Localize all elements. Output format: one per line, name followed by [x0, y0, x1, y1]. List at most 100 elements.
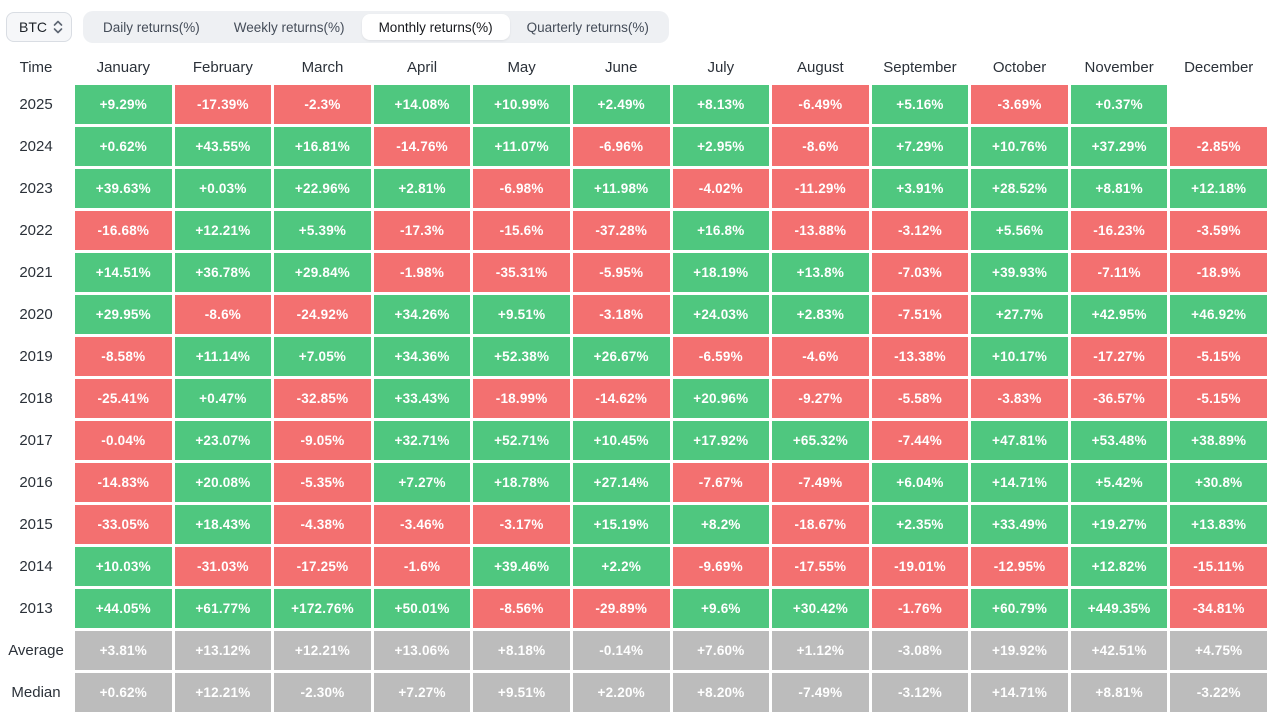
column-header: July [707, 58, 735, 76]
return-cell: +50.01% [373, 589, 471, 628]
return-cell: +2.81% [373, 169, 471, 208]
return-cell: -6.49% [772, 85, 869, 124]
return-cell: -16.23% [1070, 211, 1168, 250]
return-cell: +9.29% [75, 85, 172, 124]
return-cell: +34.26% [373, 295, 471, 334]
return-cell: +22.96% [274, 169, 371, 208]
return-cell: -5.95% [572, 253, 670, 292]
return-cell: -6.98% [473, 169, 570, 208]
return-cell: +6.04% [871, 463, 969, 502]
return-cell: -7.11% [1070, 253, 1168, 292]
return-cell: -17.3% [373, 211, 471, 250]
tab-monthly[interactable]: Monthly returns(%) [361, 14, 510, 40]
column-header: January [96, 58, 150, 76]
return-cell: +29.95% [75, 295, 172, 334]
return-cell: +24.03% [672, 295, 770, 334]
return-cell: +30.8% [1170, 463, 1267, 502]
return-cell: +18.43% [174, 505, 272, 544]
return-cell: +13.12% [174, 631, 272, 670]
return-cell: +20.96% [672, 379, 770, 418]
return-cell: +0.62% [75, 673, 172, 712]
return-cell: +32.71% [373, 421, 471, 460]
return-cell: +0.62% [75, 127, 172, 166]
return-cell: +4.75% [1170, 631, 1267, 670]
return-cell: -16.68% [75, 211, 172, 250]
return-cell: -25.41% [75, 379, 172, 418]
tab-weekly[interactable]: Weekly returns(%) [233, 19, 345, 35]
return-cell: +8.18% [473, 631, 570, 670]
return-cell: +52.38% [473, 337, 570, 376]
return-cell: -34.81% [1170, 589, 1267, 628]
return-cell: -7.49% [772, 673, 869, 712]
return-cell: -3.46% [373, 505, 471, 544]
column-header: March [301, 58, 344, 76]
return-cell: +8.13% [672, 85, 770, 124]
row-label: 2018 [19, 390, 53, 407]
return-cell: +10.03% [75, 547, 172, 586]
return-cell: +11.14% [174, 337, 272, 376]
return-cell: -5.35% [274, 463, 371, 502]
return-cell: +30.42% [772, 589, 869, 628]
return-cell: +9.51% [473, 673, 570, 712]
tab-group: Daily returns(%) Weekly returns(%) Monthly… [83, 11, 669, 43]
return-cell: +5.42% [1070, 463, 1168, 502]
return-cell: -17.39% [174, 85, 272, 124]
return-cell: -5.15% [1170, 379, 1267, 418]
return-cell: +9.6% [672, 589, 770, 628]
return-cell: -0.14% [572, 631, 670, 670]
return-cell: +7.27% [373, 463, 471, 502]
return-cell: +12.18% [1170, 169, 1267, 208]
return-cell: -18.99% [473, 379, 570, 418]
return-cell: +0.03% [174, 169, 272, 208]
row-label: 2023 [19, 180, 53, 197]
return-cell: -1.6% [373, 547, 471, 586]
return-cell: +39.63% [75, 169, 172, 208]
updown-chevron-icon [53, 20, 63, 34]
time-column-header: Time [19, 58, 53, 76]
return-cell: +42.95% [1070, 295, 1168, 334]
return-cell: -9.27% [772, 379, 869, 418]
return-cell: +11.98% [572, 169, 670, 208]
return-cell: -14.76% [373, 127, 471, 166]
return-cell: +2.83% [772, 295, 869, 334]
return-cell: +2.49% [572, 85, 670, 124]
return-cell: -5.15% [1170, 337, 1267, 376]
return-cell: +16.81% [274, 127, 371, 166]
return-cell: -33.05% [75, 505, 172, 544]
coin-selector[interactable]: BTC [6, 12, 72, 42]
return-cell: -4.02% [672, 169, 770, 208]
return-cell: -31.03% [174, 547, 272, 586]
return-cell: +33.43% [373, 379, 471, 418]
return-cell: -4.38% [274, 505, 371, 544]
return-cell: -6.96% [572, 127, 670, 166]
return-cell: +2.2% [572, 547, 670, 586]
row-label: Average [8, 642, 64, 659]
return-cell: +27.14% [572, 463, 670, 502]
row-label: 2013 [19, 600, 53, 617]
column-header: September [883, 58, 957, 76]
return-cell: +18.19% [672, 253, 770, 292]
return-cell: -8.6% [772, 127, 869, 166]
return-cell: +43.55% [174, 127, 272, 166]
return-cell: +14.71% [971, 673, 1068, 712]
return-cell: -17.55% [772, 547, 869, 586]
return-cell: +15.19% [572, 505, 670, 544]
tab-quarterly[interactable]: Quarterly returns(%) [526, 19, 649, 35]
return-cell: +44.05% [75, 589, 172, 628]
return-cell: +5.56% [971, 211, 1068, 250]
return-cell: -32.85% [274, 379, 371, 418]
row-label: 2014 [19, 558, 53, 575]
return-cell: -3.83% [971, 379, 1068, 418]
return-cell: +16.8% [672, 211, 770, 250]
column-header: June [604, 58, 638, 76]
return-cell: -36.57% [1070, 379, 1168, 418]
return-cell: +14.08% [373, 85, 471, 124]
return-cell: -1.76% [871, 589, 969, 628]
return-cell: -3.69% [971, 85, 1068, 124]
tab-daily[interactable]: Daily returns(%) [103, 19, 200, 35]
return-cell: +52.71% [473, 421, 570, 460]
return-cell: +14.51% [75, 253, 172, 292]
return-cell: -17.27% [1070, 337, 1168, 376]
return-cell: +9.51% [473, 295, 570, 334]
return-cell: +37.29% [1070, 127, 1168, 166]
